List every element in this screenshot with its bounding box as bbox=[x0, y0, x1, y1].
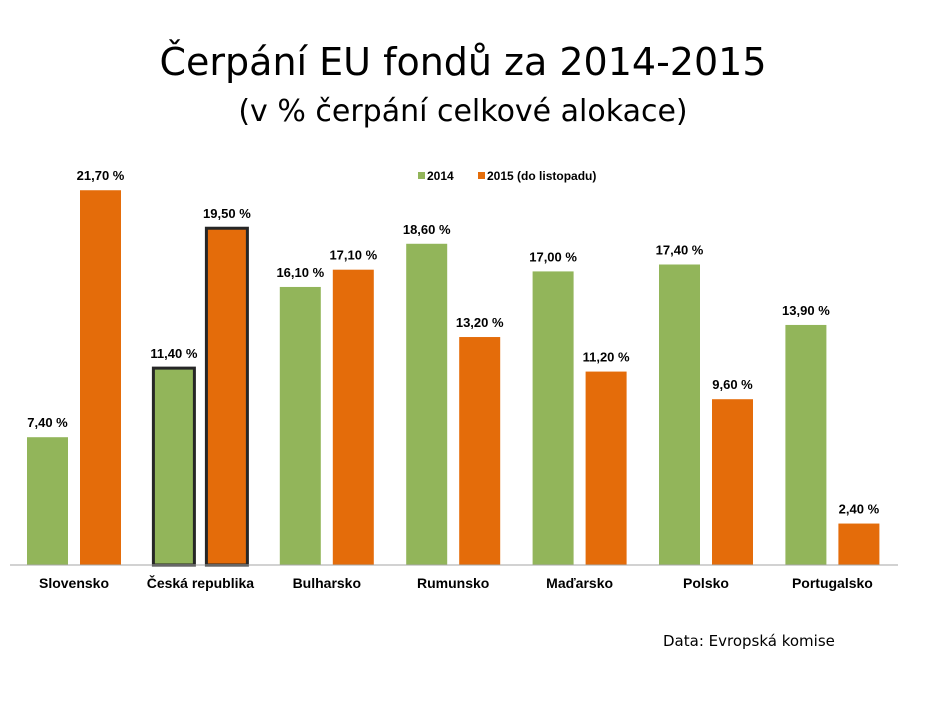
chart-subtitle: (v % čerpání celkové alokace) bbox=[238, 94, 688, 129]
bar-2015 bbox=[838, 523, 880, 565]
bar-2014 bbox=[151, 366, 196, 567]
data-label: 13,90 % bbox=[782, 303, 830, 318]
category-label: Slovensko bbox=[39, 575, 109, 591]
data-label: 7,40 % bbox=[27, 415, 68, 430]
bar-2015 bbox=[712, 399, 753, 565]
category-label: Česká republika bbox=[147, 574, 255, 591]
bar-2014 bbox=[279, 286, 321, 565]
data-label: 11,20 % bbox=[583, 350, 630, 365]
data-label: 17,00 % bbox=[529, 249, 577, 264]
category-label: Rumunsko bbox=[417, 575, 489, 591]
data-label: 18,60 % bbox=[403, 222, 451, 237]
bar-2014 bbox=[659, 264, 700, 565]
category-label: Polsko bbox=[683, 575, 729, 591]
data-label: 2,40 % bbox=[839, 502, 880, 517]
legend-swatch-2015 bbox=[478, 172, 485, 179]
chart-title: Čerpání EU fondů za 2014-2015 bbox=[159, 40, 767, 84]
bar-2015 bbox=[332, 269, 374, 565]
bar-2014 bbox=[785, 324, 827, 565]
bar-2015 bbox=[459, 337, 501, 565]
category-label: Portugalsko bbox=[792, 575, 873, 591]
category-label: Maďarsko bbox=[546, 575, 613, 591]
data-label: 17,10 % bbox=[329, 248, 377, 263]
bar-2015 bbox=[585, 371, 627, 565]
bar-2014 bbox=[406, 243, 448, 565]
data-label: 13,20 % bbox=[456, 315, 504, 330]
bar-2014 bbox=[532, 271, 574, 565]
legend-label: 2015 (do listopadu) bbox=[487, 169, 596, 183]
data-source: Data: Evropská komise bbox=[663, 632, 835, 650]
data-label: 17,40 % bbox=[656, 243, 704, 258]
data-label: 9,60 % bbox=[712, 377, 753, 392]
bar-2015 bbox=[80, 190, 121, 565]
legend-swatch-2014 bbox=[418, 172, 425, 179]
bar-2014 bbox=[27, 437, 68, 565]
data-label: 19,50 % bbox=[203, 206, 251, 221]
data-label: 16,10 % bbox=[276, 265, 324, 280]
data-label: 11,40 % bbox=[150, 346, 197, 361]
data-label: 21,70 % bbox=[77, 168, 125, 183]
legend-label: 2014 bbox=[427, 169, 454, 183]
category-label: Bulharsko bbox=[293, 575, 361, 591]
bar-2015 bbox=[204, 226, 249, 567]
